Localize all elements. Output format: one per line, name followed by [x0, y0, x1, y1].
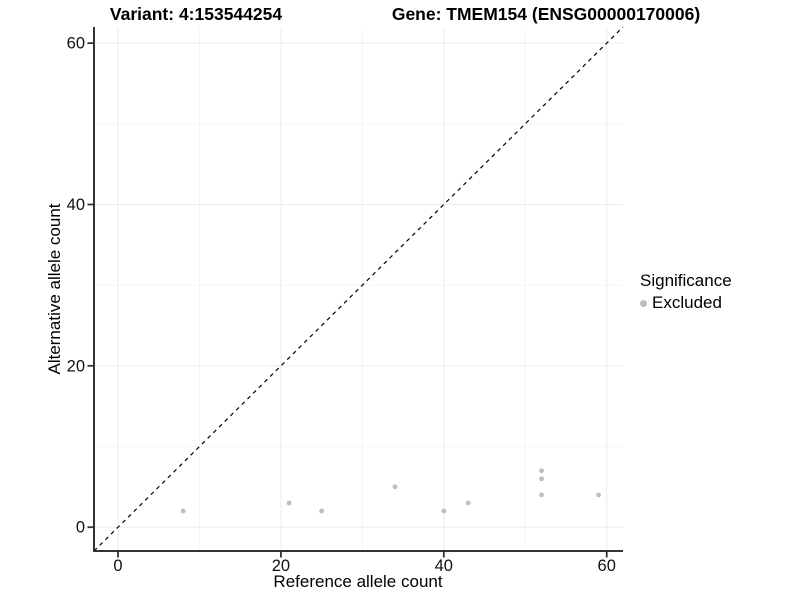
y-tick-label: 20: [67, 357, 85, 375]
x-tick-label: 0: [113, 557, 122, 575]
x-tick-label: 60: [598, 557, 616, 575]
data-point: [596, 492, 601, 498]
plot-title-variant: Variant: 4:153544254: [109, 4, 283, 24]
data-point: [539, 468, 544, 474]
excluded-point-icon: [640, 299, 647, 307]
data-point: [441, 508, 447, 514]
legend-item-label: Excluded: [652, 293, 722, 312]
legend-title: Significance: [640, 271, 732, 290]
x-tick-label: 20: [272, 557, 290, 575]
y-tick-label: 0: [76, 519, 85, 537]
x-axis-title: Reference allele count: [273, 572, 443, 591]
legend-item-excluded: Excluded: [640, 293, 732, 313]
y-tick-label: 60: [67, 35, 85, 53]
data-point: [539, 492, 544, 498]
data-point: [392, 484, 398, 490]
data-point: [286, 500, 292, 506]
x-tick-label: 40: [435, 557, 453, 575]
legend: Significance Excluded: [640, 271, 732, 313]
data-point: [539, 476, 544, 482]
y-tick-label: 40: [67, 196, 85, 214]
plot-title-gene: Gene: TMEM154 (ENSG00000170006): [391, 4, 701, 24]
data-point: [180, 508, 186, 514]
data-point: [319, 508, 325, 514]
identity-dashed-line: [93, 26, 624, 552]
y-axis-title: Alternative allele count: [45, 203, 64, 375]
data-point: [465, 500, 471, 506]
